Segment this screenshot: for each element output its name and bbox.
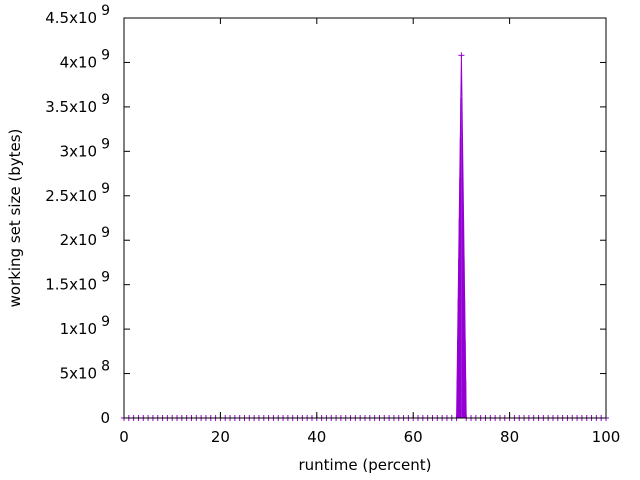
y-tick-label: 3x10 9 <box>60 136 110 160</box>
x-tick-label: 100 <box>592 428 621 446</box>
y-tick-label: 4x10 9 <box>60 47 110 71</box>
y-tick-label: 0 <box>100 409 110 427</box>
data-layer <box>121 52 609 421</box>
x-axis-label: runtime (percent) <box>299 456 432 474</box>
x-tick-label: 20 <box>211 428 230 446</box>
x-tick-label: 80 <box>500 428 519 446</box>
data-point <box>458 52 465 59</box>
y-tick-label: 1.5x10 9 <box>45 270 110 294</box>
ticks-layer: 0 20 40 60 80 100 0 5x10 8 1x10 9 1.5x10 9 2x10 9 2.5x1… <box>45 3 620 446</box>
y-tick-label: 2.5x10 9 <box>45 181 110 205</box>
y-tick-label: 3.5x10 9 <box>45 92 110 116</box>
y-tick-label: 4.5x10 9 <box>45 3 110 27</box>
y-tick-label: 1x10 9 <box>60 314 110 338</box>
y-axis-label: working set size (bytes) <box>6 129 24 308</box>
x-tick-label: 40 <box>307 428 326 446</box>
x-tick-label: 0 <box>119 428 129 446</box>
y-tick-label: 5x10 8 <box>60 359 110 383</box>
y-tick-label: 2x10 9 <box>60 225 110 249</box>
x-tick-label: 60 <box>404 428 423 446</box>
series-line <box>124 55 606 419</box>
plot-frame <box>123 17 607 419</box>
